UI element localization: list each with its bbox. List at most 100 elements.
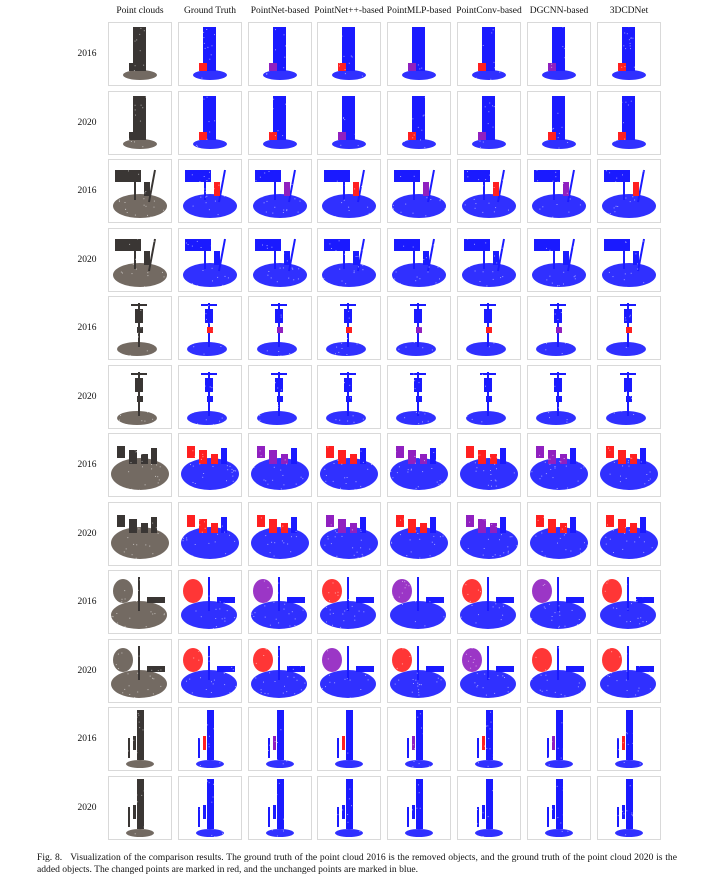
point-region-0 bbox=[181, 669, 237, 698]
result-image-r4-c2 bbox=[248, 296, 312, 360]
point-region-3 bbox=[637, 169, 645, 203]
point-region-3 bbox=[217, 665, 235, 672]
result-image-r2-c6 bbox=[527, 159, 591, 223]
result-image-r8-c2 bbox=[248, 570, 312, 634]
scene-render bbox=[251, 640, 311, 699]
point-speckles bbox=[179, 366, 241, 428]
result-image-r3-c2 bbox=[248, 227, 312, 292]
point-region-0 bbox=[600, 458, 658, 490]
row-year-label: 2020 bbox=[77, 254, 97, 265]
scene-render bbox=[318, 161, 378, 222]
changed-region-3 bbox=[350, 522, 357, 533]
changed-region-4 bbox=[214, 250, 220, 265]
point-region-0 bbox=[266, 760, 294, 768]
changed-region-1 bbox=[257, 446, 265, 458]
scene-render bbox=[389, 365, 450, 425]
changed-region-1 bbox=[322, 579, 342, 603]
scene-render bbox=[251, 435, 310, 496]
changed-region-1 bbox=[602, 579, 622, 603]
result-image-r4-c7 bbox=[597, 296, 661, 360]
changed-region-4 bbox=[137, 395, 143, 402]
changed-region-1 bbox=[113, 579, 133, 603]
point-speckles bbox=[180, 710, 241, 770]
point-speckles bbox=[182, 23, 241, 85]
row-year-label: 2020 bbox=[77, 117, 97, 128]
point-region-1 bbox=[534, 238, 560, 251]
point-speckles bbox=[112, 434, 170, 496]
point-region-1 bbox=[137, 710, 144, 760]
point-region-1 bbox=[412, 27, 425, 71]
changed-region-2 bbox=[478, 518, 486, 533]
result-image-r1-c1 bbox=[178, 90, 242, 155]
point-speckles bbox=[253, 228, 310, 291]
point-region-0 bbox=[600, 526, 658, 559]
result-image-r3-c7 bbox=[597, 227, 661, 292]
point-region-1 bbox=[185, 238, 211, 251]
point-region-0 bbox=[111, 601, 167, 629]
changed-region-1 bbox=[466, 514, 474, 527]
scene-render bbox=[530, 709, 590, 769]
point-region-0 bbox=[612, 70, 646, 80]
point-region-0 bbox=[545, 828, 573, 837]
scene-render bbox=[179, 297, 240, 359]
changed-region-3 bbox=[211, 454, 218, 464]
point-region-3 bbox=[566, 665, 584, 672]
result-image-r4-c3 bbox=[317, 296, 381, 360]
scene-render bbox=[251, 777, 311, 839]
result-image-r6-c5 bbox=[457, 433, 521, 497]
result-image-r10-c7 bbox=[597, 707, 661, 771]
point-region-0 bbox=[266, 828, 294, 837]
point-region-3 bbox=[567, 238, 575, 271]
result-image-r9-c3 bbox=[317, 638, 381, 703]
scene-render bbox=[388, 642, 450, 698]
point-cloud-image-r8-c0 bbox=[108, 570, 172, 634]
scene-render bbox=[600, 574, 660, 631]
changed-region-4 bbox=[493, 250, 499, 265]
scene-render bbox=[318, 229, 378, 291]
changed-region-1 bbox=[532, 647, 552, 672]
scene-render bbox=[458, 23, 520, 83]
point-region-3 bbox=[287, 597, 305, 603]
result-image-r7-c5 bbox=[457, 501, 521, 566]
result-image-r6-c4 bbox=[387, 433, 451, 497]
result-image-r7-c1 bbox=[178, 501, 242, 566]
point-region-1 bbox=[464, 238, 490, 251]
result-image-r5-c2 bbox=[248, 364, 312, 429]
point-region-0 bbox=[257, 410, 297, 425]
point-region-0 bbox=[196, 828, 224, 837]
point-speckles bbox=[250, 366, 311, 428]
changed-region-3 bbox=[560, 522, 567, 533]
point-region-3 bbox=[636, 597, 654, 603]
point-region-0 bbox=[123, 70, 157, 80]
result-image-r1-c5 bbox=[457, 90, 521, 155]
scene-render bbox=[180, 229, 241, 287]
point-region-1 bbox=[552, 95, 565, 140]
result-image-r7-c3 bbox=[317, 501, 381, 566]
point-speckles bbox=[319, 365, 380, 428]
point-region-3 bbox=[217, 597, 235, 603]
point-region-3 bbox=[497, 169, 505, 203]
point-region-4 bbox=[500, 448, 506, 464]
changed-region-3 bbox=[203, 736, 206, 750]
point-speckles bbox=[251, 777, 311, 839]
point-region-0 bbox=[113, 262, 167, 287]
point-region-3 bbox=[496, 597, 514, 603]
scene-render bbox=[528, 24, 589, 85]
scene-render bbox=[319, 365, 380, 428]
column-header-1: Ground Truth bbox=[184, 6, 236, 16]
result-row-2: 2016 bbox=[0, 159, 707, 226]
point-speckles bbox=[325, 571, 380, 632]
scene-render bbox=[320, 571, 380, 632]
scene-render bbox=[388, 434, 450, 495]
scene-render bbox=[458, 777, 517, 839]
changed-region-2 bbox=[408, 450, 416, 464]
point-region-0 bbox=[462, 262, 516, 287]
scene-render bbox=[112, 26, 171, 84]
point-speckles bbox=[318, 161, 378, 222]
point-region-0 bbox=[183, 194, 237, 218]
point-region-4 bbox=[221, 448, 227, 464]
changed-region-2 bbox=[618, 131, 626, 140]
changed-region-3 bbox=[211, 522, 218, 533]
changed-region-4 bbox=[353, 182, 359, 196]
scene-render bbox=[109, 300, 171, 359]
